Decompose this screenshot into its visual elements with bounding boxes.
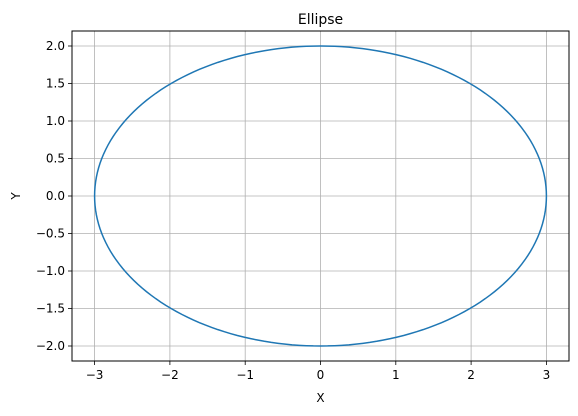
y-tick-label: −2.0 xyxy=(36,339,65,353)
x-tick-label: 0 xyxy=(317,368,325,382)
chart-title: Ellipse xyxy=(298,12,343,28)
ellipse-line xyxy=(93,45,548,347)
x-tick-label: −1 xyxy=(236,368,254,382)
x-tick-label: 3 xyxy=(543,368,551,382)
x-tick-label: −3 xyxy=(86,368,104,382)
y-tick-label: 0.5 xyxy=(46,152,65,166)
x-tick-label: 1 xyxy=(392,368,400,382)
grid xyxy=(72,31,569,361)
y-axis-label: Y xyxy=(9,192,23,201)
y-tick-label: −1.5 xyxy=(36,302,65,316)
y-tick-label: 0.0 xyxy=(46,189,65,203)
x-axis-label: X xyxy=(316,391,324,405)
x-tick-label: 2 xyxy=(467,368,475,382)
y-tick-label: 1.5 xyxy=(46,77,65,91)
series-layer xyxy=(93,45,548,347)
x-tick-label: −2 xyxy=(161,368,179,382)
y-tick-label: 2.0 xyxy=(46,39,65,53)
y-tick-label: 1.0 xyxy=(46,114,65,128)
y-tick-label: −1.0 xyxy=(36,264,65,278)
y-tick-label: −0.5 xyxy=(36,227,65,241)
ticks: −3 −2 −1 0 1 2 3 −2.0 −1.5 −1.0 −0.5 0.0 0.5 1.0 1.5 2.… xyxy=(36,39,550,382)
